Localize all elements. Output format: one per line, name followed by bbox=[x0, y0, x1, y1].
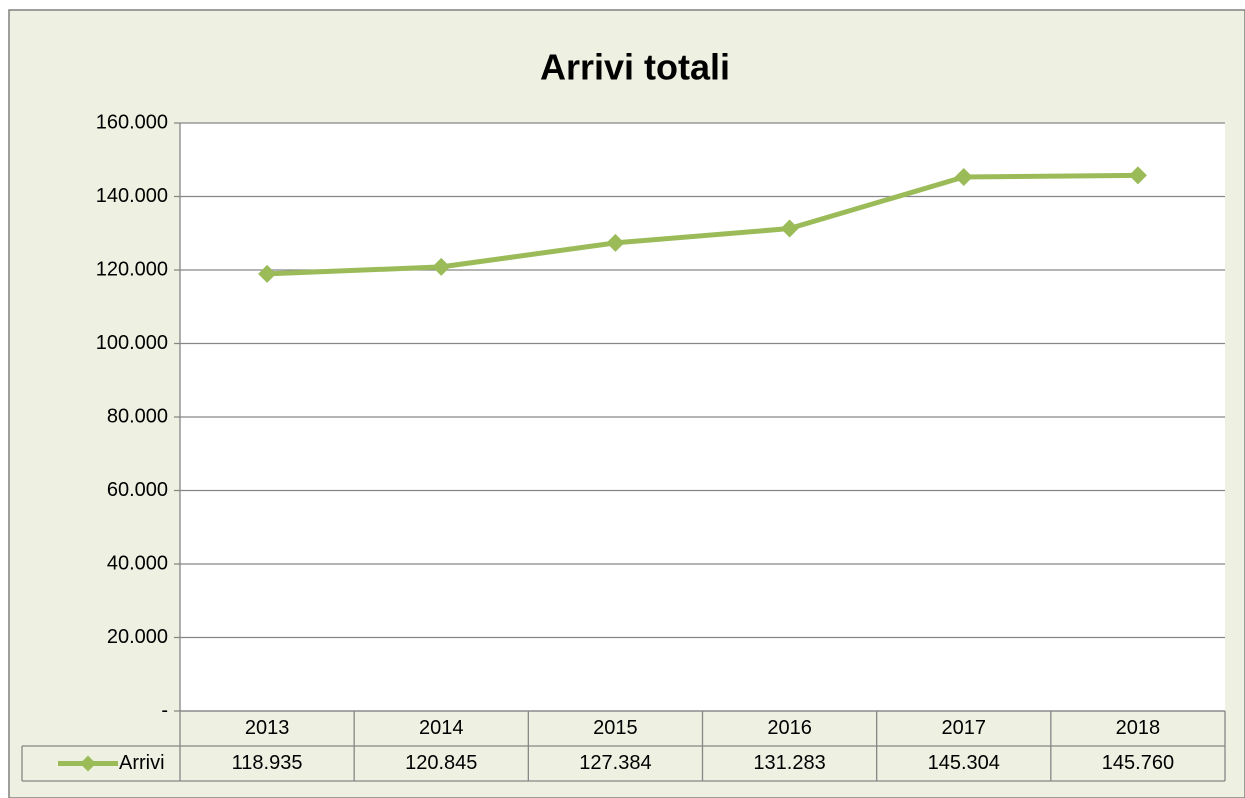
data-label: 120.845 bbox=[405, 752, 477, 774]
chart-title: Arrivi totali bbox=[540, 47, 730, 88]
data-table: 2013 2014 2015 2016 2017 2018 Arrivi 118.935 120… bbox=[21, 710, 1226, 782]
series-line bbox=[266, 172, 1138, 277]
data-point bbox=[258, 264, 277, 283]
data-label: 145.760 bbox=[1102, 752, 1174, 774]
y-tick-label: 140.000 bbox=[96, 185, 168, 207]
legend-marker bbox=[80, 755, 96, 772]
series bbox=[258, 166, 1147, 283]
data-label: 131.283 bbox=[753, 752, 825, 774]
data-label: 127.384 bbox=[579, 752, 651, 774]
y-tick-label: 120.000 bbox=[96, 258, 168, 280]
data-label: 145.304 bbox=[928, 752, 1000, 774]
y-tick-label: 20.000 bbox=[107, 626, 168, 648]
legend-label: Arrivi bbox=[119, 752, 165, 774]
data-point bbox=[432, 257, 451, 276]
x-tick-label: 2016 bbox=[767, 717, 812, 739]
y-tick-label: 60.000 bbox=[107, 479, 168, 501]
x-tick-label: 2018 bbox=[1116, 717, 1161, 739]
x-tick-label: 2014 bbox=[419, 717, 464, 739]
data-point bbox=[780, 219, 799, 238]
x-tick-label: 2017 bbox=[942, 717, 987, 739]
x-tick-label: 2015 bbox=[593, 717, 638, 739]
data-label: 118.935 bbox=[232, 752, 303, 774]
y-tick-label: - bbox=[161, 699, 168, 721]
data-point bbox=[1128, 166, 1147, 185]
grid: - 20.000 40.000 60.000 80.000 100.000 120.000 1… bbox=[96, 111, 1225, 721]
x-tick-label: 2013 bbox=[245, 717, 290, 739]
y-tick-label: 80.000 bbox=[107, 405, 168, 427]
data-point bbox=[606, 233, 625, 252]
y-tick-label: 160.000 bbox=[96, 111, 168, 133]
data-point bbox=[954, 168, 973, 187]
y-tick-label: 100.000 bbox=[96, 332, 168, 354]
y-tick-label: 40.000 bbox=[107, 552, 168, 574]
